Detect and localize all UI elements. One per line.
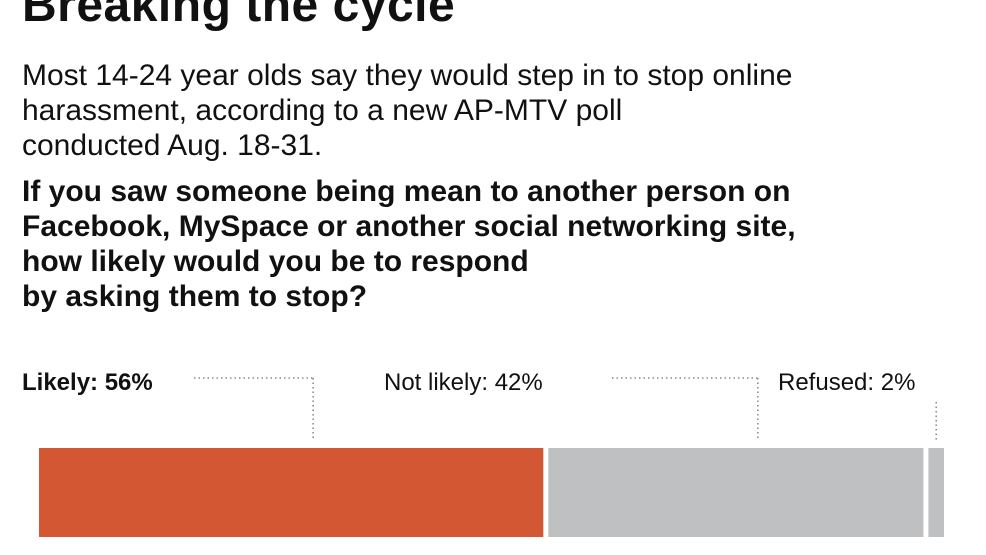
question-line: Facebook, MySpace or another social netw… bbox=[22, 210, 796, 243]
chart-subtitle: Most 14-24 year olds say they would step… bbox=[22, 58, 962, 163]
label-not-likely: Not likely: 42% bbox=[384, 369, 543, 396]
question-line: how likely would you be to respond bbox=[22, 245, 529, 278]
bar-segment-likely bbox=[39, 448, 544, 537]
label-refused: Refused: 2% bbox=[778, 369, 915, 396]
bar-segment-refused bbox=[928, 448, 944, 537]
bar-segment-not-likely bbox=[548, 448, 924, 537]
label-likely: Likely: 56% bbox=[22, 369, 153, 396]
subtitle-line: conducted Aug. 18-31. bbox=[22, 129, 323, 162]
subtitle-line: harassment, according to a new AP-MTV po… bbox=[22, 94, 623, 127]
question-line: If you saw someone being mean to another… bbox=[22, 175, 791, 208]
survey-question: If you saw someone being mean to another… bbox=[22, 174, 972, 314]
subtitle-line: Most 14-24 year olds say they would step… bbox=[22, 59, 793, 92]
question-line: by asking them to stop? bbox=[22, 280, 368, 313]
chart-title: Breaking the cycle bbox=[22, 0, 456, 32]
